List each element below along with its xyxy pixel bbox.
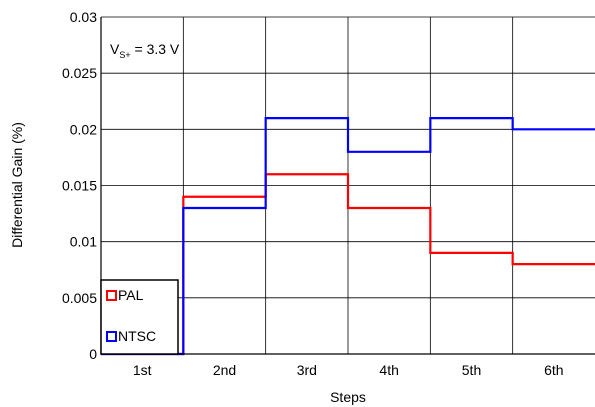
annotation-rest: = 3.3 V (131, 41, 180, 57)
x-tick-label: 2nd (213, 362, 236, 378)
x-tick-label: 1st (133, 362, 152, 378)
x-tick-label: 4th (379, 362, 398, 378)
y-tick-label: 0.025 (62, 65, 97, 81)
y-tick-label: 0.02 (70, 121, 97, 137)
y-tick-label: 0.01 (70, 234, 97, 250)
y-tick-label: 0.03 (70, 9, 97, 25)
y-tick-label: 0.005 (62, 290, 97, 306)
x-axis-title: Steps (330, 389, 366, 405)
y-tick-label: 0 (89, 346, 97, 362)
x-tick-label: 5th (462, 362, 481, 378)
legend-label-ntsc: NTSC (118, 328, 156, 344)
legend-label-pal: PAL (118, 287, 144, 303)
legend: PAL NTSC (101, 280, 178, 354)
y-axis-title: Differential Gain (%) (9, 122, 25, 248)
x-tick-label: 3rd (297, 362, 317, 378)
x-tick-label: 6th (544, 362, 563, 378)
y-tick-label: 0.015 (62, 178, 97, 194)
annotation-subscript: S+ (119, 50, 130, 60)
